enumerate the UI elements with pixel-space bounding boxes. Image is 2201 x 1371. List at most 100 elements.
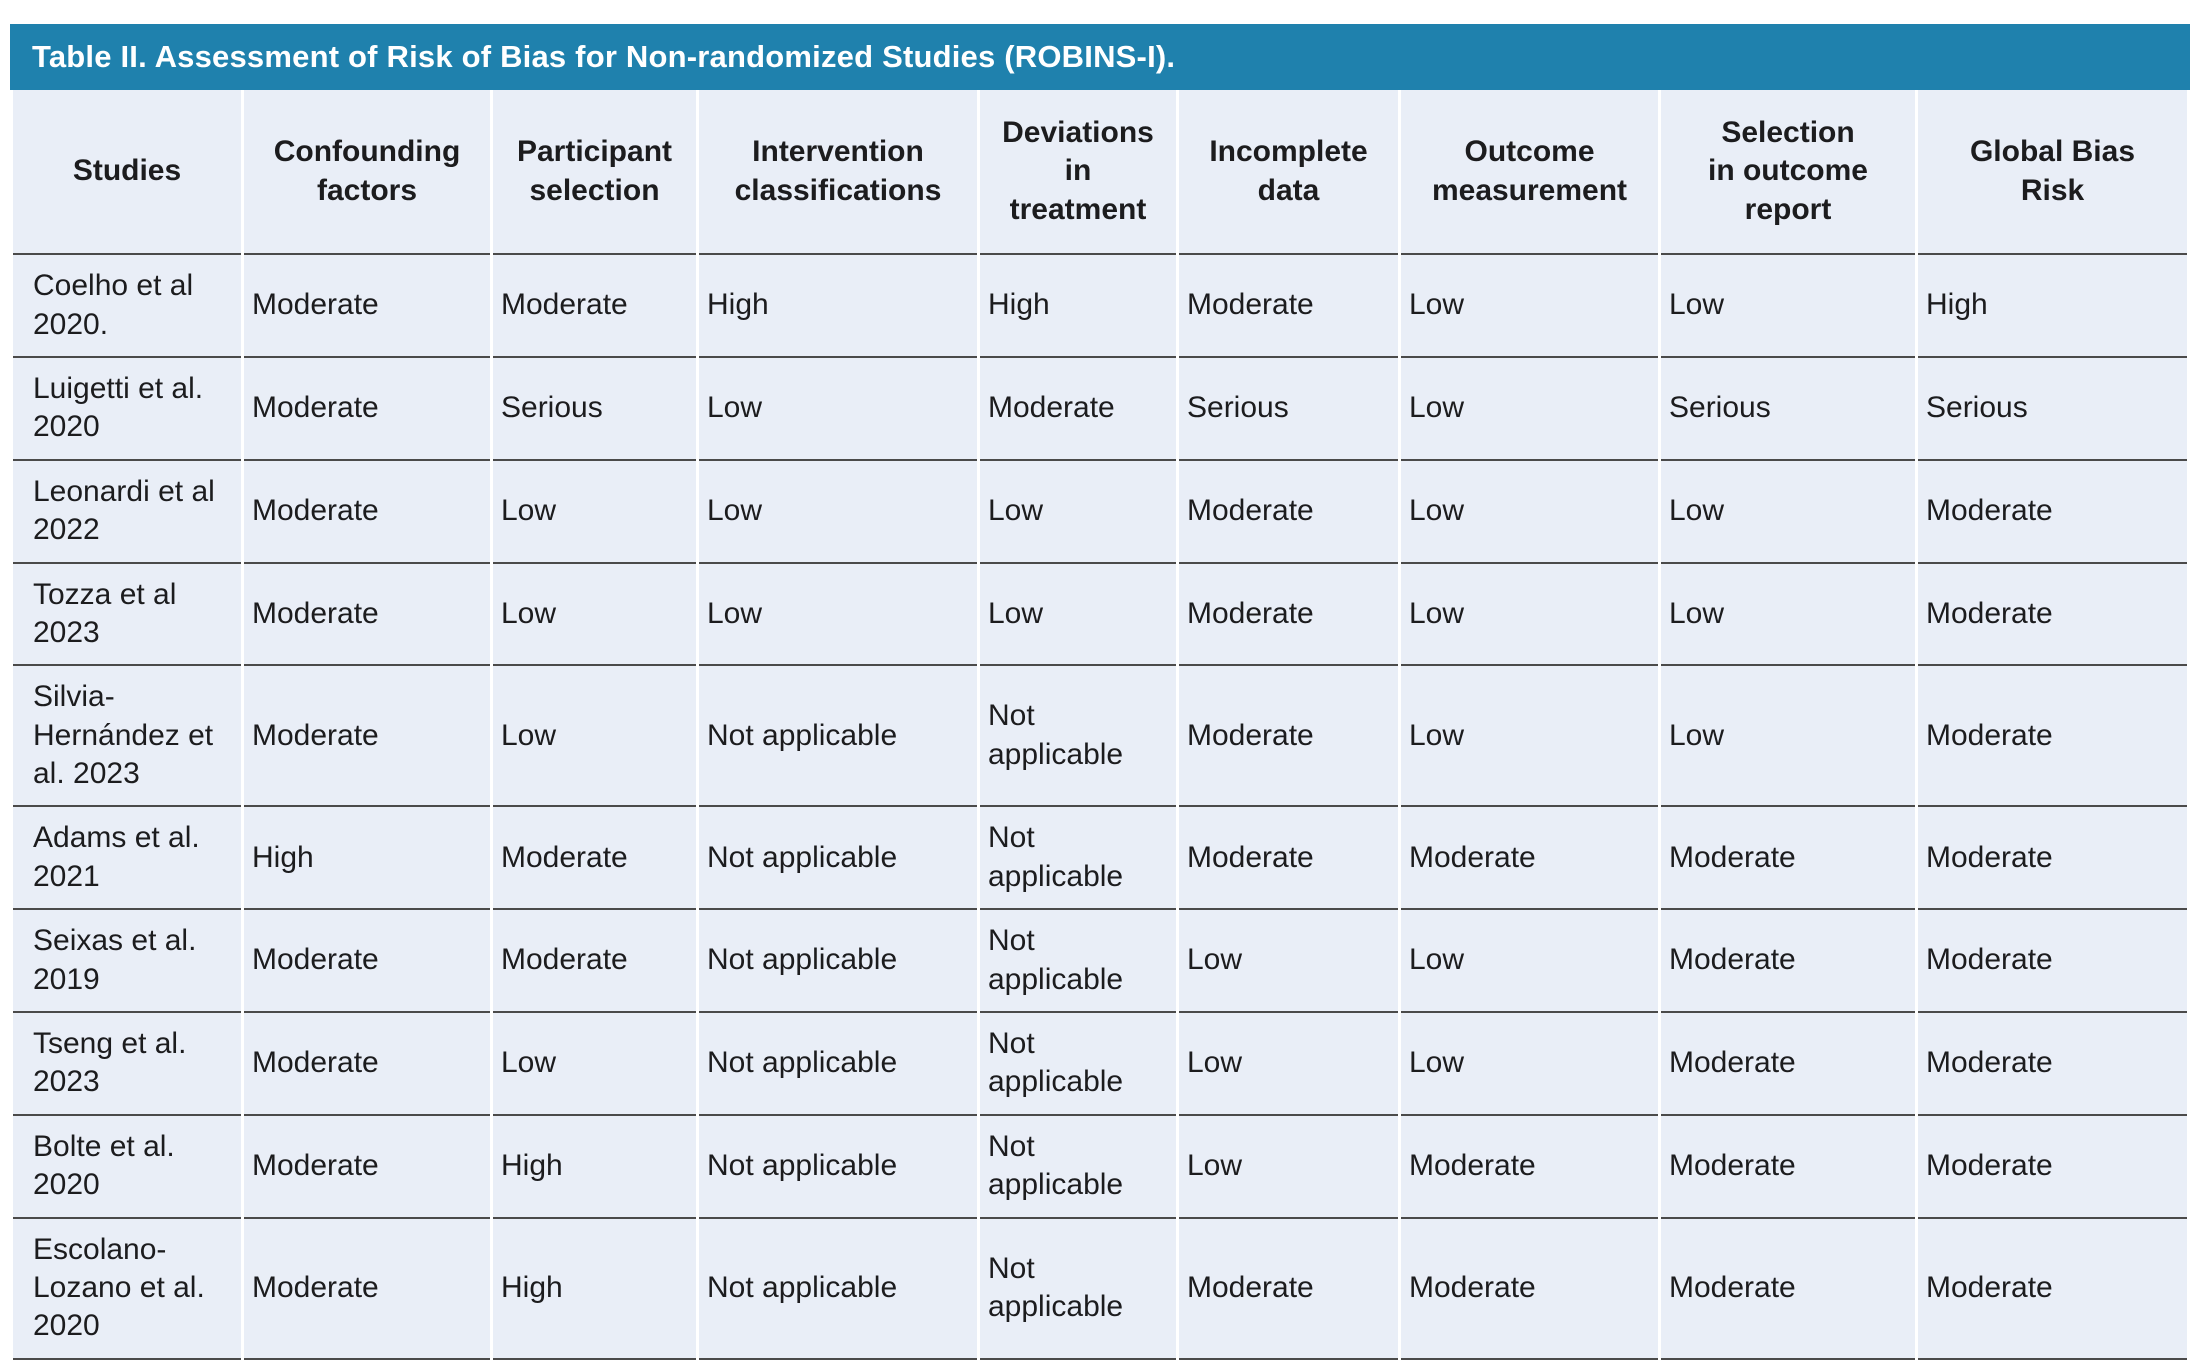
rating-cell: Moderate — [1918, 1013, 2187, 1116]
table-title-bar: Table II. Assessment of Risk of Bias for… — [10, 24, 2190, 90]
rating-cell: High — [493, 1218, 696, 1360]
rating-cell: Moderate — [1661, 1115, 1915, 1219]
rating-cell: Not applicable — [699, 910, 977, 1014]
rating-cell: Low — [1401, 666, 1658, 808]
rating-cell: Not applicable — [980, 1115, 1176, 1219]
rating-cell: Not applicable — [980, 910, 1176, 1014]
rating-cell: Moderate — [1661, 1013, 1915, 1116]
table-row-6: Seixas et al. 2019 Moderate Moderate Not ap… — [13, 910, 2187, 1014]
study-name-cell: Coelho et al 2020. — [13, 255, 241, 358]
rating-cell: Moderate — [493, 807, 696, 911]
column-header-7: Selection in outcome report — [1661, 90, 1915, 256]
column-header-3: Intervention classifications — [699, 90, 977, 256]
rating-cell: Serious — [1661, 357, 1915, 461]
header-row: Studies Confounding factors Participant se… — [13, 90, 2187, 256]
rating-cell: Not applicable — [980, 666, 1176, 808]
rating-cell: Moderate — [1179, 1218, 1398, 1360]
rating-cell: Moderate — [244, 1115, 490, 1219]
rating-cell: Moderate — [244, 563, 490, 667]
study-name-cell: Leonardi et al 2022 — [13, 460, 241, 564]
column-header-8: Global Bias Risk — [1918, 90, 2187, 256]
rating-cell: Moderate — [1918, 1218, 2187, 1360]
study-name-cell: Escolano-Lozano et al. 2020 — [13, 1218, 241, 1360]
rating-cell: Moderate — [980, 357, 1176, 461]
rating-cell: Low — [1661, 255, 1915, 358]
rating-cell: Not applicable — [699, 1013, 977, 1116]
column-header-1: Confounding factors — [244, 90, 490, 256]
rating-cell: Low — [699, 460, 977, 564]
rating-cell: Low — [980, 563, 1176, 667]
table-title: Table II. Assessment of Risk of Bias for… — [32, 39, 1176, 74]
rating-cell: Moderate — [1918, 807, 2187, 911]
rating-cell: Low — [699, 357, 977, 461]
rating-cell: Moderate — [1918, 1115, 2187, 1219]
rating-cell: Moderate — [1661, 807, 1915, 911]
rating-cell: Moderate — [244, 666, 490, 808]
rating-cell: High — [699, 255, 977, 358]
rating-cell: Moderate — [1179, 563, 1398, 667]
rating-cell: Moderate — [1918, 910, 2187, 1014]
rating-cell: Moderate — [1401, 807, 1658, 911]
table-row-1: Luigetti et al. 2020 Moderate Serious Low Mo… — [13, 357, 2187, 461]
rating-cell: Low — [1401, 460, 1658, 564]
rating-cell: Low — [1179, 910, 1398, 1014]
rating-cell: Not applicable — [980, 1218, 1176, 1360]
rating-cell: Low — [1661, 666, 1915, 808]
rating-cell: Moderate — [493, 255, 696, 358]
rating-cell: Low — [493, 666, 696, 808]
rating-cell: Not applicable — [980, 1013, 1176, 1116]
table-row-2: Leonardi et al 2022 Moderate Low Low Low Mode… — [13, 460, 2187, 564]
table-row-8: Bolte et al. 2020 Moderate High Not applica… — [13, 1115, 2187, 1219]
rating-cell: Low — [1179, 1013, 1398, 1116]
rating-cell: High — [1918, 255, 2187, 358]
rating-cell: Low — [1401, 910, 1658, 1014]
rating-cell: Moderate — [1179, 807, 1398, 911]
rating-cell: High — [244, 807, 490, 911]
rating-cell: Moderate — [244, 460, 490, 564]
study-name-cell: Silvia-Hernández et al. 2023 — [13, 666, 241, 808]
rating-cell: Low — [1179, 1115, 1398, 1219]
rating-cell: Moderate — [1918, 563, 2187, 667]
study-name-cell: Seixas et al. 2019 — [13, 910, 241, 1014]
study-name-cell: Tseng et al. 2023 — [13, 1013, 241, 1116]
table-row-3: Tozza et al 2023 Moderate Low Low Low Moderat… — [13, 563, 2187, 667]
robins-table: Studies Confounding factors Participant se… — [10, 90, 2190, 1360]
rating-cell: Moderate — [244, 255, 490, 358]
rating-cell: Moderate — [1661, 910, 1915, 1014]
rating-cell: Serious — [1179, 357, 1398, 461]
column-header-6: Outcome measurement — [1401, 90, 1658, 256]
rating-cell: Low — [1401, 1013, 1658, 1116]
study-name-cell: Adams et al. 2021 — [13, 807, 241, 911]
column-header-0: Studies — [13, 90, 241, 256]
rating-cell: Low — [493, 460, 696, 564]
table-row-9: Escolano-Lozano et al. 2020 Moderate High N… — [13, 1218, 2187, 1360]
rating-cell: Low — [980, 460, 1176, 564]
rating-cell: High — [493, 1115, 696, 1219]
rating-cell: Moderate — [1401, 1115, 1658, 1219]
rating-cell: Low — [1401, 357, 1658, 461]
rating-cell: Moderate — [244, 1218, 490, 1360]
rating-cell: Low — [493, 1013, 696, 1116]
rating-cell: Low — [493, 563, 696, 667]
column-header-2: Participant selection — [493, 90, 696, 256]
table-body: Coelho et al 2020. Moderate Moderate High Hi… — [13, 255, 2187, 1360]
column-header-5: Incomplete data — [1179, 90, 1398, 256]
table-row-4: Silvia-Hernández et al. 2023 Moderate Low N… — [13, 666, 2187, 808]
rating-cell: Not applicable — [699, 666, 977, 808]
rating-cell: Low — [1401, 563, 1658, 667]
rating-cell: Serious — [493, 357, 696, 461]
table-row-5: Adams et al. 2021 High Moderate Not applica… — [13, 807, 2187, 911]
study-name-cell: Luigetti et al. 2020 — [13, 357, 241, 461]
column-header-4: Deviations in treatment — [980, 90, 1176, 256]
rating-cell: Moderate — [1918, 666, 2187, 808]
study-name-cell: Bolte et al. 2020 — [13, 1115, 241, 1219]
rating-cell: Low — [1401, 255, 1658, 358]
rating-cell: Moderate — [1179, 255, 1398, 358]
rating-cell: Moderate — [1179, 460, 1398, 564]
study-name-cell: Tozza et al 2023 — [13, 563, 241, 667]
rating-cell: Not applicable — [699, 1218, 977, 1360]
rating-cell: Moderate — [244, 910, 490, 1014]
rating-cell: Moderate — [1401, 1218, 1658, 1360]
rating-cell: Not applicable — [699, 1115, 977, 1219]
